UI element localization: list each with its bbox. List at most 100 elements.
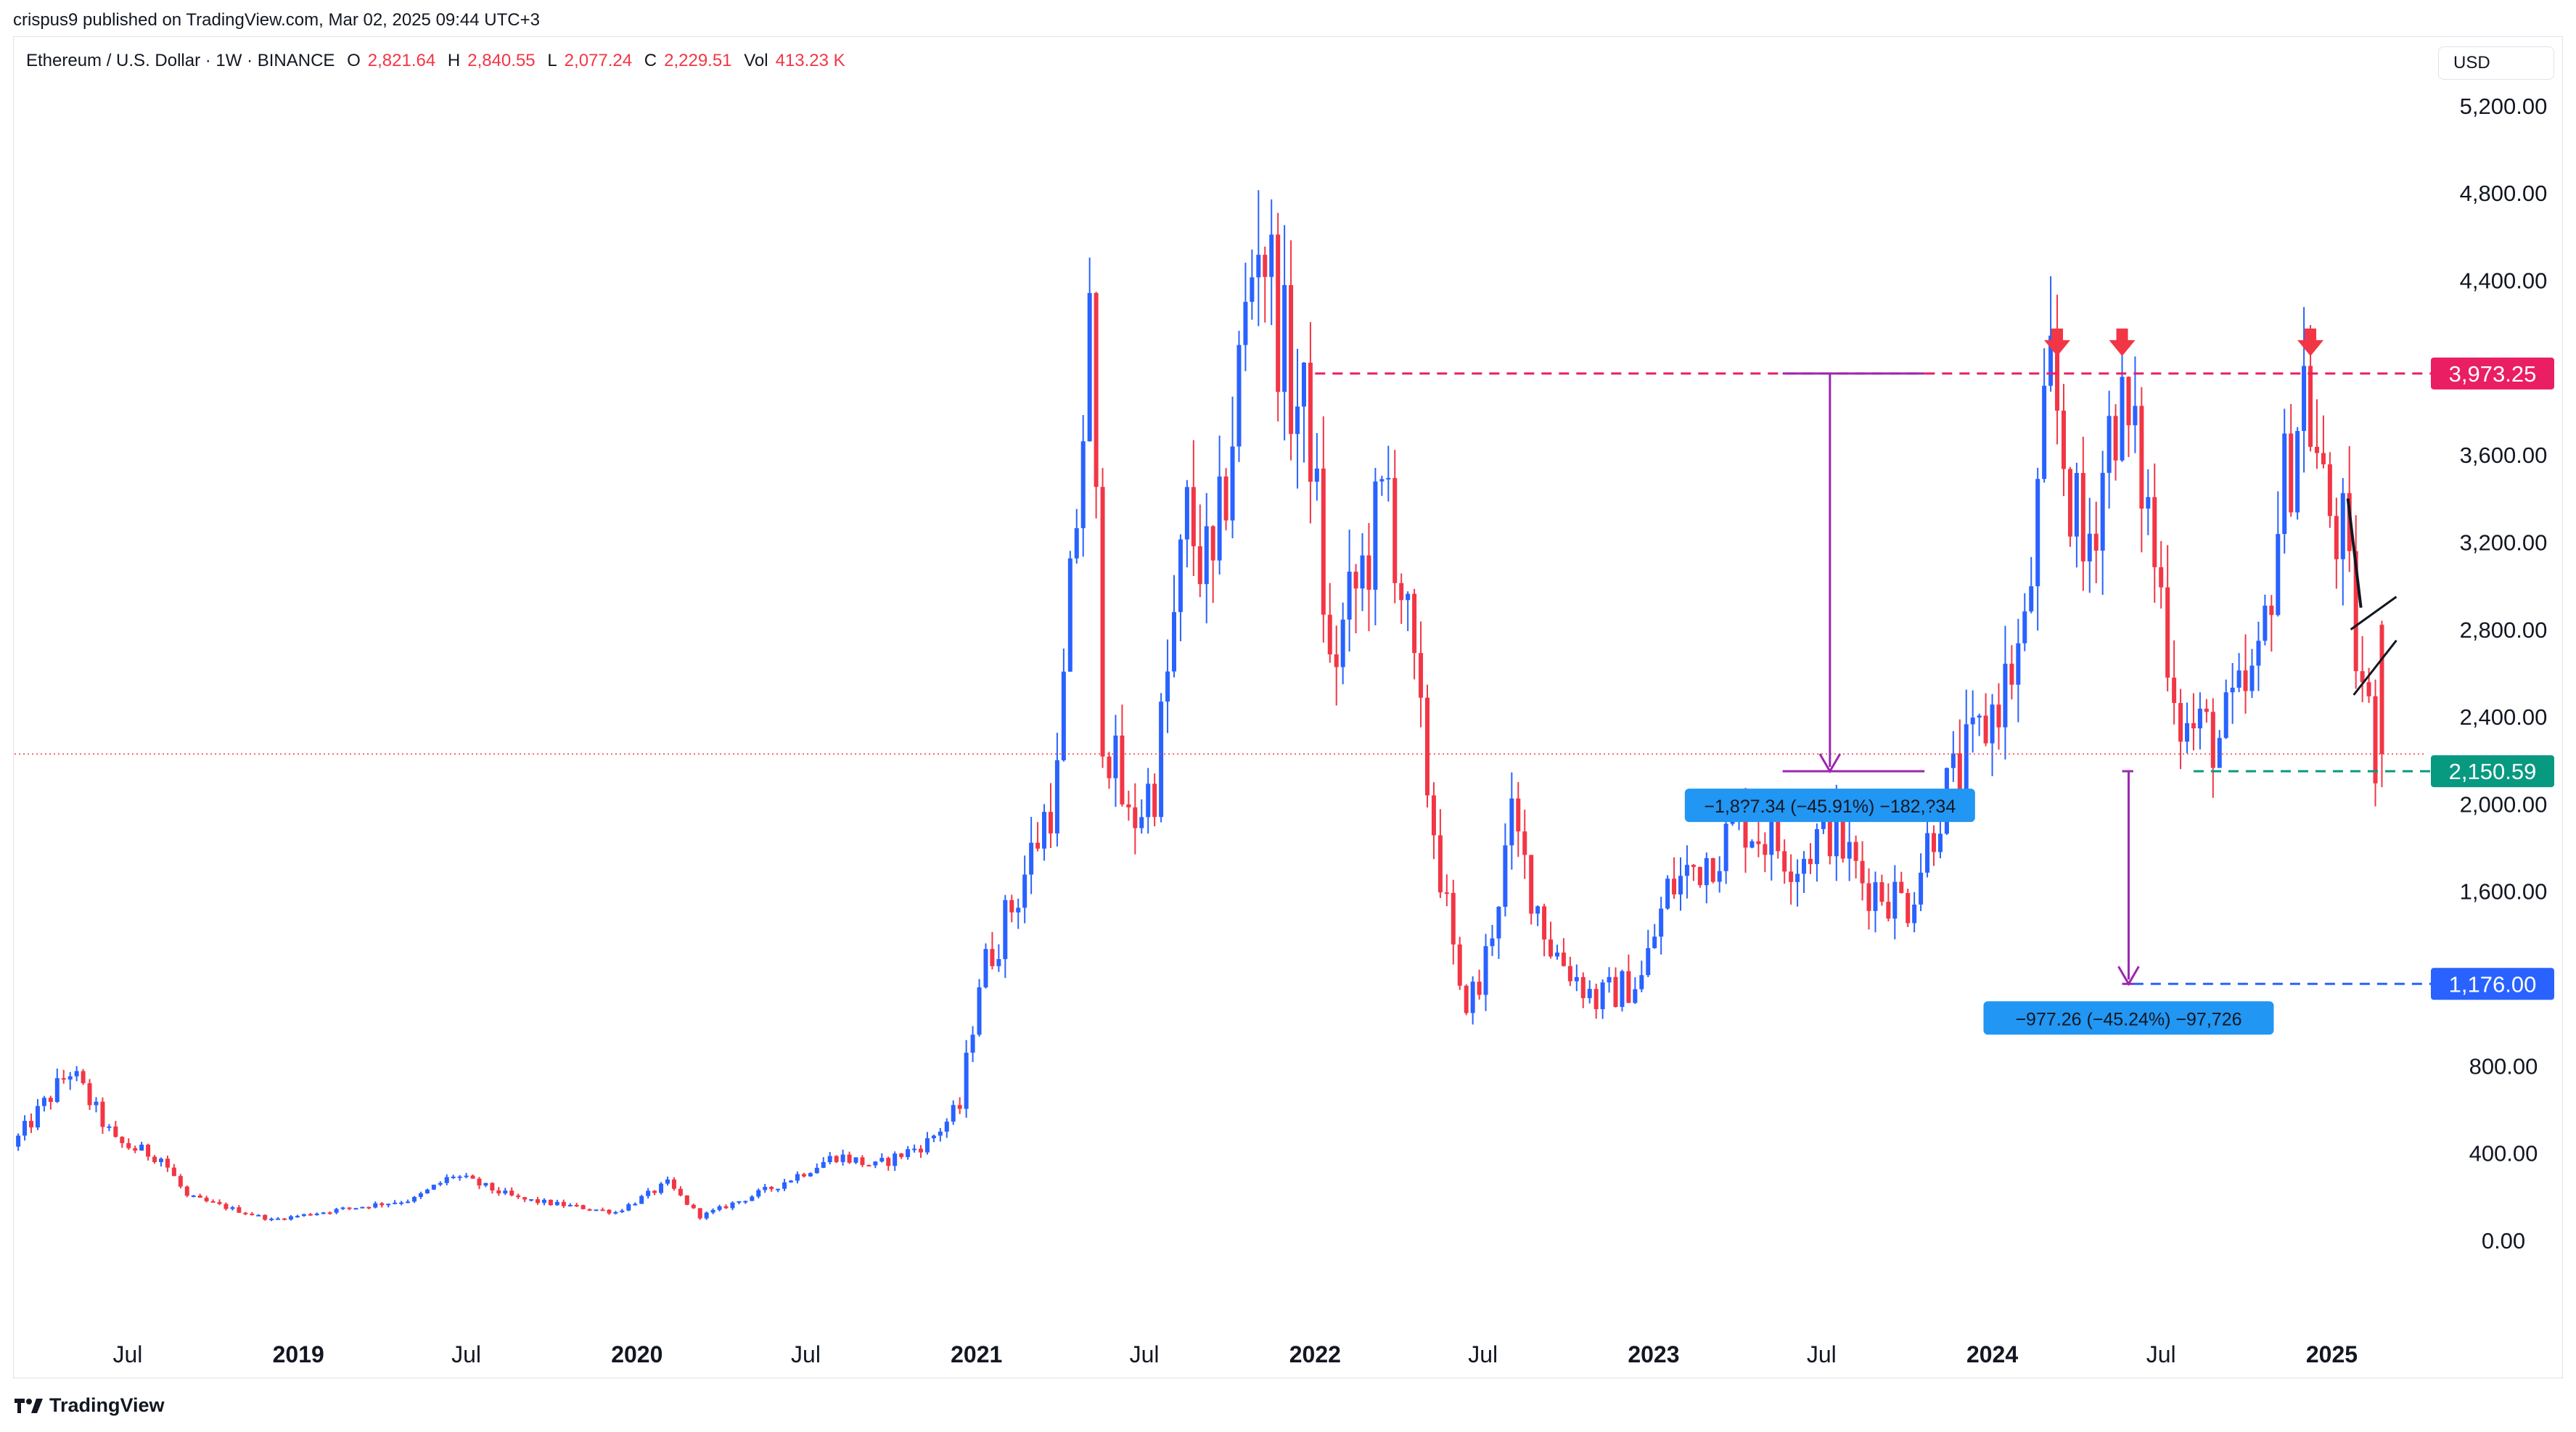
- candle-body-up[interactable]: [1509, 798, 1514, 846]
- candle-body-up[interactable]: [1314, 468, 1319, 482]
- candle-body-up[interactable]: [288, 1216, 293, 1220]
- candle-body-up[interactable]: [1490, 938, 1495, 947]
- candle-body-down[interactable]: [1107, 756, 1112, 778]
- candle-body-down[interactable]: [146, 1144, 151, 1157]
- candle-body-up[interactable]: [2003, 663, 2008, 728]
- candle-body-up[interactable]: [457, 1176, 462, 1178]
- candle-body-up[interactable]: [334, 1209, 339, 1213]
- candle-body-up[interactable]: [1061, 671, 1066, 761]
- candle-body-up[interactable]: [1159, 701, 1164, 818]
- candle-body-down[interactable]: [834, 1156, 839, 1162]
- candle-body-up[interactable]: [1633, 989, 1638, 1003]
- candle-body-down[interactable]: [2159, 567, 2164, 588]
- candle-body-down[interactable]: [561, 1201, 566, 1206]
- candle-body-down[interactable]: [1789, 871, 1794, 882]
- candle-body-up[interactable]: [424, 1189, 430, 1194]
- candle-body-down[interactable]: [1522, 831, 1527, 855]
- candle-body-down[interactable]: [1431, 795, 1436, 836]
- candle-body-up[interactable]: [743, 1201, 748, 1203]
- tradingview-brand[interactable]: TradingView: [15, 1394, 165, 1417]
- candle-body-down[interactable]: [1308, 362, 1313, 482]
- candle-body-down[interactable]: [1567, 966, 1572, 982]
- candle-body-up[interactable]: [1646, 948, 1651, 976]
- candle-body-up[interactable]: [353, 1208, 358, 1210]
- candle-body-down[interactable]: [1593, 989, 1599, 1010]
- candle-body-down[interactable]: [2289, 433, 2294, 513]
- candle-body-up[interactable]: [1269, 234, 1274, 277]
- candle-body-down[interactable]: [723, 1206, 729, 1209]
- candle-body-down[interactable]: [2080, 472, 2085, 561]
- candle-body-down[interactable]: [1399, 583, 1404, 601]
- candle-body-down[interactable]: [652, 1190, 657, 1193]
- candle-body-up[interactable]: [2087, 533, 2092, 561]
- candle-body-down[interactable]: [1763, 844, 1768, 855]
- candle-body-up[interactable]: [879, 1158, 885, 1162]
- candle-body-up[interactable]: [2217, 738, 2222, 768]
- candle-body-up[interactable]: [704, 1212, 709, 1219]
- candle-body-up[interactable]: [554, 1201, 559, 1206]
- candle-body-up[interactable]: [1678, 876, 1683, 894]
- candle-body-up[interactable]: [1003, 900, 1008, 960]
- candle-body-down[interactable]: [223, 1203, 229, 1209]
- candle-body-down[interactable]: [48, 1098, 53, 1102]
- candle-body-down[interactable]: [1477, 982, 1482, 995]
- candle-body-down[interactable]: [347, 1207, 352, 1209]
- candle-body-down[interactable]: [1840, 808, 1845, 859]
- candle-body-down[interactable]: [243, 1212, 248, 1214]
- candle-body-up[interactable]: [710, 1209, 715, 1213]
- candle-body-down[interactable]: [684, 1195, 689, 1205]
- candle-body-up[interactable]: [1282, 284, 1287, 392]
- candle-body-up[interactable]: [873, 1161, 878, 1166]
- candle-body-up[interactable]: [782, 1182, 787, 1189]
- candle-body-up[interactable]: [737, 1201, 742, 1203]
- candle-body-up[interactable]: [54, 1078, 60, 1102]
- candle-body-up[interactable]: [2249, 665, 2255, 691]
- currency-button[interactable]: USD: [2438, 46, 2554, 80]
- candle-body-down[interactable]: [574, 1204, 579, 1206]
- candle-body-up[interactable]: [399, 1202, 404, 1204]
- candle-body-down[interactable]: [100, 1101, 105, 1127]
- candle-body-down[interactable]: [1906, 893, 1911, 923]
- candle-body-up[interactable]: [1990, 704, 1995, 744]
- candle-body-down[interactable]: [581, 1205, 586, 1209]
- candle-body-down[interactable]: [2366, 682, 2371, 696]
- candle-body-down[interactable]: [801, 1174, 806, 1177]
- candle-body-up[interactable]: [626, 1204, 631, 1211]
- candle-body-up[interactable]: [411, 1196, 417, 1202]
- candle-body-up[interactable]: [16, 1135, 21, 1147]
- candle-body-up[interactable]: [1295, 406, 1300, 435]
- candle-body-up[interactable]: [620, 1210, 625, 1212]
- flag-lower-line[interactable]: [2353, 639, 2397, 696]
- candle-body-down[interactable]: [2055, 335, 2060, 411]
- candle-body-up[interactable]: [730, 1202, 735, 1209]
- candle-body-down[interactable]: [1035, 842, 1041, 849]
- candle-body-down[interactable]: [2334, 516, 2339, 559]
- candle-body-down[interactable]: [548, 1199, 553, 1206]
- candle-body-down[interactable]: [1886, 902, 1891, 919]
- candle-body-down[interactable]: [496, 1190, 501, 1194]
- candle-body-up[interactable]: [1470, 982, 1475, 1013]
- candle-body-down[interactable]: [1776, 818, 1781, 852]
- candle-body-up[interactable]: [1919, 872, 1924, 905]
- candle-body-up[interactable]: [1139, 817, 1144, 828]
- candle-body-up[interactable]: [1847, 841, 1852, 859]
- candle-body-down[interactable]: [1710, 857, 1715, 882]
- candle-body-down[interactable]: [1100, 487, 1105, 757]
- candle-body-up[interactable]: [2256, 641, 2261, 666]
- candle-body-up[interactable]: [1256, 255, 1261, 278]
- candle-body-up[interactable]: [1080, 441, 1086, 529]
- candle-body-up[interactable]: [1620, 971, 1625, 1008]
- candle-body-down[interactable]: [678, 1188, 683, 1196]
- candle-body-down[interactable]: [133, 1148, 138, 1151]
- candle-body-down[interactable]: [2210, 712, 2215, 768]
- candle-body-up[interactable]: [191, 1196, 196, 1198]
- candle-body-up[interactable]: [594, 1209, 599, 1211]
- candle-body-up[interactable]: [2340, 493, 2345, 559]
- candle-body-down[interactable]: [1983, 715, 1988, 744]
- candle-body-down[interactable]: [587, 1209, 592, 1211]
- candle-body-up[interactable]: [633, 1203, 638, 1206]
- candle-body-up[interactable]: [418, 1193, 423, 1197]
- candle-body-down[interactable]: [2139, 406, 2144, 509]
- candle-body-up[interactable]: [1717, 871, 1722, 882]
- candle-body-down[interactable]: [1327, 614, 1332, 655]
